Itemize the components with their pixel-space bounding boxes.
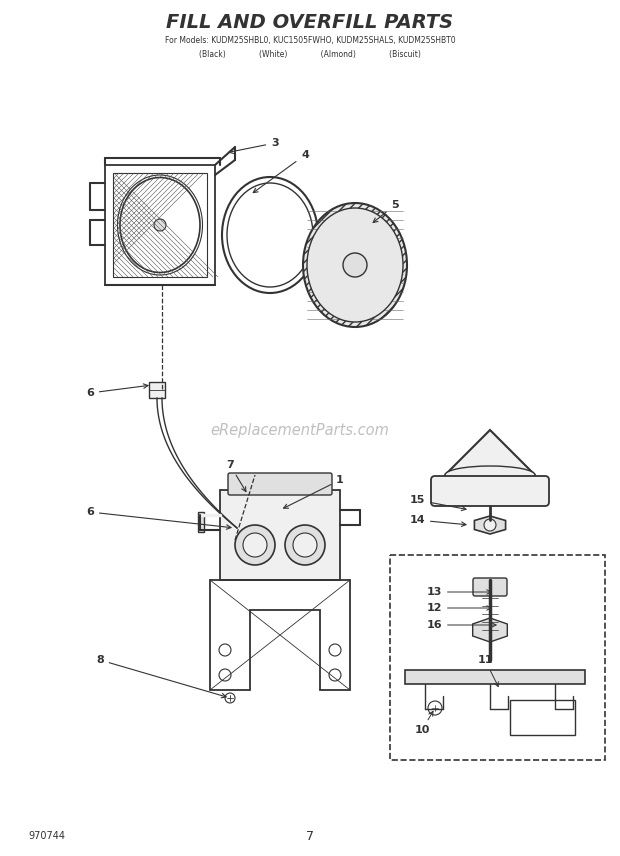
FancyBboxPatch shape — [431, 476, 549, 506]
Ellipse shape — [303, 203, 407, 327]
Ellipse shape — [307, 208, 403, 322]
Circle shape — [235, 525, 275, 565]
Circle shape — [223, 516, 247, 540]
Text: 7: 7 — [306, 829, 314, 842]
Polygon shape — [474, 516, 505, 534]
Text: 14: 14 — [409, 515, 466, 526]
Circle shape — [293, 533, 317, 557]
Text: 7: 7 — [226, 460, 246, 491]
Text: 10: 10 — [414, 711, 433, 735]
Text: 1: 1 — [283, 475, 344, 508]
FancyBboxPatch shape — [228, 473, 332, 495]
Text: 13: 13 — [427, 587, 491, 597]
Text: 6: 6 — [86, 507, 231, 529]
Circle shape — [285, 525, 325, 565]
Text: 12: 12 — [427, 603, 491, 613]
Polygon shape — [445, 430, 535, 475]
Text: 3: 3 — [229, 138, 279, 153]
Text: eReplacementParts.com: eReplacementParts.com — [211, 423, 389, 437]
FancyBboxPatch shape — [473, 578, 507, 596]
Circle shape — [243, 533, 267, 557]
Text: (Black)              (White)              (Almond)              (Biscuit): (Black) (White) (Almond) (Biscuit) — [199, 50, 421, 58]
Circle shape — [484, 519, 496, 531]
Text: 11: 11 — [477, 655, 498, 687]
Text: 16: 16 — [427, 620, 496, 630]
Bar — [198, 512, 204, 532]
Circle shape — [229, 522, 241, 534]
Ellipse shape — [445, 466, 535, 484]
Text: 4: 4 — [253, 150, 309, 193]
Text: 5: 5 — [373, 200, 399, 223]
Bar — [405, 670, 585, 684]
Text: 15: 15 — [410, 495, 466, 511]
Text: FILL AND OVERFILL PARTS: FILL AND OVERFILL PARTS — [166, 13, 454, 32]
Bar — [390, 555, 605, 760]
Polygon shape — [472, 618, 507, 642]
Text: 8: 8 — [96, 655, 226, 698]
Text: For Models: KUDM25SHBL0, KUC1505FWHO, KUDM25SHALS, KUDM25SHBT0: For Models: KUDM25SHBL0, KUC1505FWHO, KU… — [165, 35, 455, 45]
Bar — [510, 700, 575, 735]
FancyBboxPatch shape — [220, 490, 340, 580]
Circle shape — [343, 253, 367, 277]
Text: 6: 6 — [86, 383, 148, 398]
Bar — [149, 382, 165, 398]
Text: 970744: 970744 — [28, 831, 65, 841]
Circle shape — [154, 219, 166, 231]
